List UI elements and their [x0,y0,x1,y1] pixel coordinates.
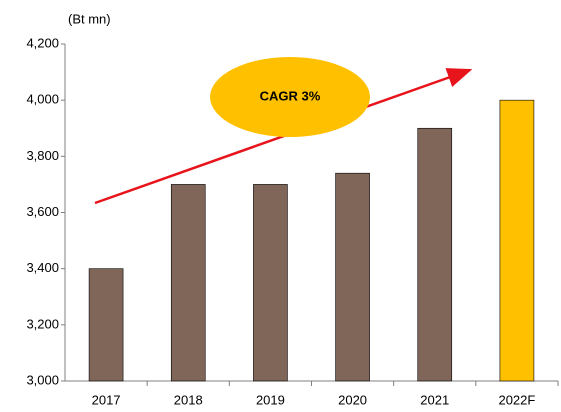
y-tick-label: 4,000 [26,92,59,107]
x-tick-label: 2018 [174,392,203,407]
bar [335,172,370,382]
bars [88,99,535,382]
x-tick-label: 2020 [338,392,367,407]
x-tick-label: 2019 [256,392,285,407]
x-tick-label: 2017 [92,392,121,407]
bar [170,184,206,382]
bar [417,127,453,382]
bar [499,99,535,382]
x-tick-label: 2021 [420,392,449,407]
y-tick-label: 3,200 [26,316,59,331]
bar [253,184,288,382]
y-tick-label: 3,800 [26,148,59,163]
y-axis-label: (Bt mn) [68,11,111,26]
x-tick-label: 2022F [498,392,535,407]
y-tick-label: 3,600 [26,204,59,219]
annotation-bubble [210,57,370,137]
y-tick-label: 4,200 [26,35,59,50]
bar [88,268,124,382]
y-tick-label: 3,400 [26,260,59,275]
annotation: CAGR 3% [260,88,321,103]
y-tick-label: 3,000 [26,372,59,387]
